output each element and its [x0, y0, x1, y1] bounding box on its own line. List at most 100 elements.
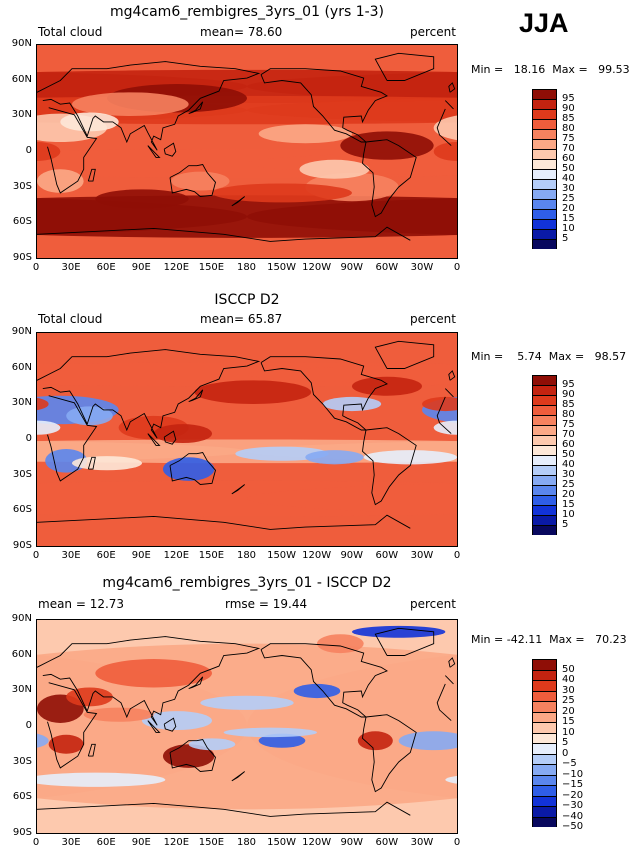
color-bar-box	[532, 465, 557, 475]
color-bar-box	[532, 690, 557, 701]
color-bar-box	[532, 139, 557, 149]
color-bar-label: 5	[562, 737, 569, 748]
field-contour	[247, 198, 457, 236]
panel-center-text: mean= 65.87	[200, 312, 283, 326]
coastline	[47, 682, 98, 769]
coastline	[169, 738, 216, 772]
color-bar-label: 15	[562, 716, 575, 727]
color-bar-box	[532, 149, 557, 159]
color-bar-box	[532, 701, 557, 712]
lon-tick-label: 0	[32, 262, 40, 273]
color-bar: 95 90 85 80 75 70 60 50 40 30 25 20 15 10 5	[532, 375, 575, 535]
color-bar-box	[532, 669, 557, 680]
lat-tick-label: 60S	[12, 216, 32, 228]
lat-tick-label: 60N	[11, 73, 32, 85]
color-bar-box	[532, 722, 557, 733]
field-contour	[37, 772, 166, 787]
lon-tick-label: 30E	[61, 550, 81, 561]
lat-tick-label: 60N	[11, 361, 32, 373]
color-bar-label: 5	[562, 519, 569, 530]
coastline	[374, 52, 435, 81]
color-bar-box	[532, 711, 557, 722]
field-contour	[200, 695, 294, 710]
field-contour	[433, 142, 457, 161]
coastline	[87, 743, 96, 757]
panel-title: mg4cam6_rembigres_3yrs_01 - ISCCP D2	[102, 575, 392, 591]
coastline	[231, 196, 245, 207]
field-contour	[305, 450, 364, 465]
lat-tick-label: 60S	[12, 791, 32, 803]
lat-tick-label: 90S	[12, 252, 32, 263]
panel-center-text: rmse = 19.44	[225, 597, 308, 611]
color-bar-box	[532, 525, 557, 535]
lon-tick-label: 0	[453, 550, 461, 561]
color-bar-label: 90	[562, 389, 575, 400]
color-bar-label: 85	[562, 399, 575, 410]
field-contour	[299, 159, 370, 179]
lat-tick-label: 60S	[12, 504, 32, 516]
color-bar-box	[532, 199, 557, 209]
color-bar-label: 10	[562, 509, 575, 520]
isccp-cloud-panel: ISCCP D2 Total cloud mean= 65.87 percent…	[0, 290, 643, 575]
color-bar-label: 25	[562, 479, 575, 490]
color-bar-label: 95	[562, 93, 575, 104]
field-contour	[247, 72, 457, 101]
color-bar-box	[532, 109, 557, 119]
coastline	[231, 771, 245, 782]
lon-tick-label: 90W	[340, 262, 364, 273]
color-bar-box	[532, 375, 557, 385]
lon-tick-label: 30E	[61, 262, 81, 273]
coastline	[37, 61, 261, 151]
coastline	[169, 163, 216, 197]
color-bar-box	[532, 89, 557, 99]
field-contour	[142, 711, 212, 731]
field-contour	[37, 733, 49, 748]
color-bar-box	[532, 415, 557, 425]
color-bar-label: 75	[562, 133, 575, 144]
lon-tick-label: 150E	[198, 550, 225, 561]
field-contour	[48, 734, 84, 754]
lat-tick-label: 30S	[12, 755, 32, 767]
field-contour	[171, 171, 230, 191]
lat-tick-label: 0	[25, 145, 32, 156]
model-cloud-panel: mg4cam6_rembigres_3yrs_01 (yrs 1-3) Tota…	[0, 0, 643, 285]
lon-tick-label: 60W	[375, 550, 399, 561]
color-bar-box	[532, 806, 557, 817]
color-bar-label: 5	[562, 233, 569, 244]
color-bar-box	[532, 229, 557, 239]
cloud-map	[36, 619, 458, 834]
lon-tick-label: 30W	[410, 262, 434, 273]
field-contour	[83, 707, 154, 722]
field-contour	[340, 131, 434, 160]
field-contour	[235, 446, 329, 461]
field-contour	[223, 727, 317, 738]
field-contour	[352, 376, 422, 396]
lon-tick-label: 30E	[61, 837, 81, 848]
lon-tick-label: 90E	[131, 262, 151, 273]
lat-tick-label: 90N	[11, 326, 32, 337]
cloud-map	[36, 332, 458, 547]
lon-tick-label: 120W	[302, 837, 332, 848]
lon-tick-label: 150E	[198, 262, 225, 273]
lat-tick-label: 30N	[11, 109, 32, 121]
panel-left-text: Total cloud	[38, 25, 103, 39]
coastline	[444, 675, 454, 685]
color-bar-box	[532, 169, 557, 179]
coastline	[37, 349, 261, 439]
field-contour	[37, 420, 61, 435]
color-bar-box	[532, 159, 557, 169]
color-bar-label: 70	[562, 429, 575, 440]
lat-tick-label: 30S	[12, 180, 32, 192]
color-bar-label: 50	[562, 449, 575, 460]
coastline	[444, 388, 454, 398]
color-bar-box	[532, 99, 557, 109]
coastline	[436, 683, 452, 721]
color-bar-label: 30	[562, 469, 575, 480]
field-contour	[293, 683, 341, 699]
panel-title: mg4cam6_rembigres_3yrs_01 (yrs 1-3)	[109, 4, 385, 20]
field-contour	[194, 380, 312, 404]
field-contour	[95, 189, 189, 209]
color-bar-box	[532, 495, 557, 505]
color-bar-label: 0	[562, 747, 569, 759]
coastline	[448, 657, 456, 668]
